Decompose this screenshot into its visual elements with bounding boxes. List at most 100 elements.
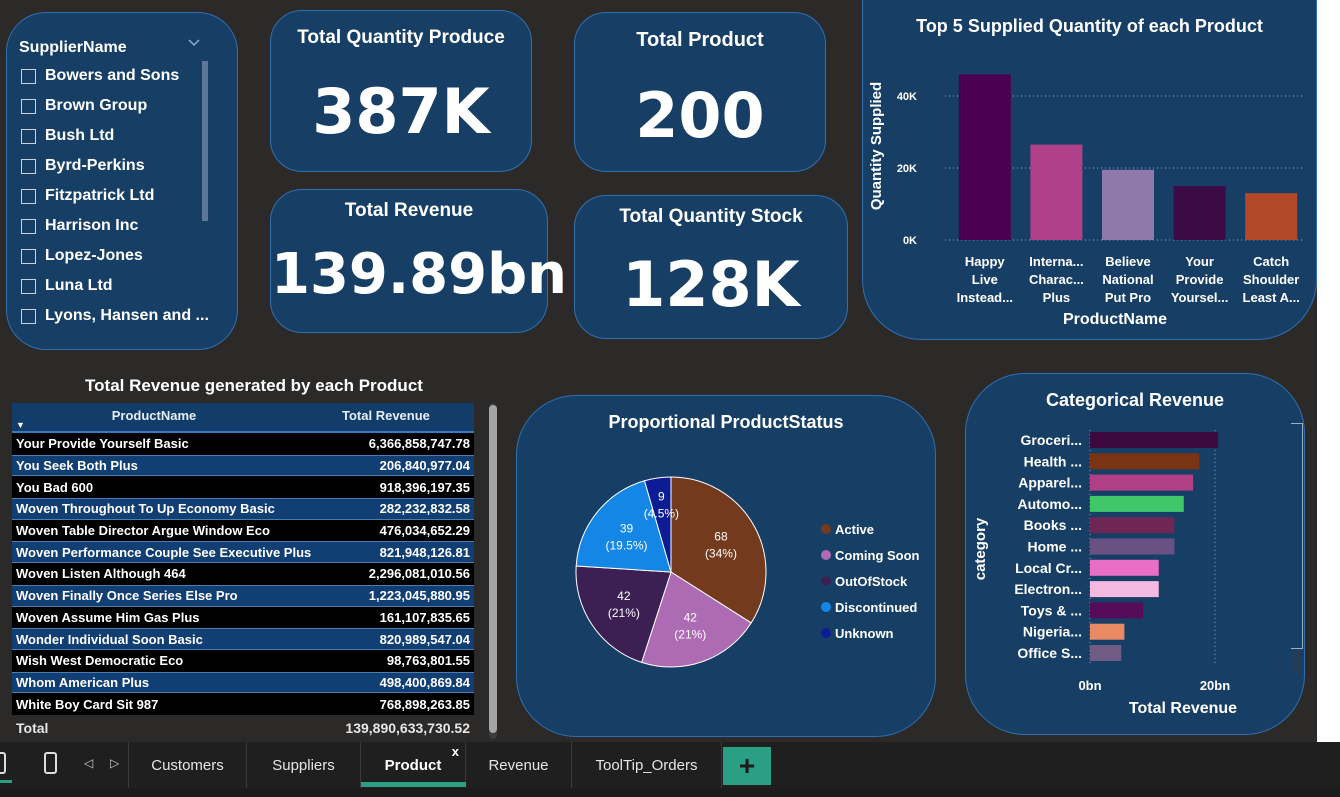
checkbox[interactable] (21, 128, 36, 144)
y-tick-label: Electron... (1014, 581, 1082, 597)
table-title: Total Revenue generated by each Product (85, 376, 423, 395)
table-row[interactable]: Woven Performance Couple See Executive P… (12, 541, 474, 564)
kpi-title: Total Product (636, 29, 764, 51)
revenue-cell: 918,396,197.35 (379, 479, 470, 495)
next-page-icon[interactable]: ▷ (110, 756, 120, 770)
y-tick-label: Groceri... (1021, 432, 1082, 448)
table-header[interactable]: ProductName Total Revenue ▼ (12, 403, 474, 433)
tab-customers[interactable]: Customers (129, 742, 247, 788)
checkbox[interactable] (21, 98, 36, 114)
table-row[interactable]: You Bad 600 918,396,197.35 (12, 476, 474, 499)
product-name-cell: Woven Performance Couple See Executive P… (16, 544, 312, 560)
total-value: 139,890,633,730.52 (345, 720, 470, 736)
tab-product[interactable]: Product x (361, 742, 466, 788)
page-tab-bar: ◁ ▷ Customers Suppliers Product x Revenu… (0, 742, 1340, 788)
checkbox[interactable] (21, 218, 36, 234)
table-row[interactable]: Your Provide Yourself Basic 6,366,858,747… (12, 433, 474, 455)
table-row[interactable]: Wonder Individual Soon Basic 820,989,547.… (12, 628, 474, 650)
mobile-view-icon[interactable] (44, 752, 57, 774)
tab-revenue[interactable]: Revenue (466, 742, 572, 788)
product-name-cell: Woven Finally Once Series Else Pro (16, 588, 238, 604)
tab-suppliers[interactable]: Suppliers (247, 742, 361, 788)
categorical-scrollbar[interactable] (1291, 423, 1303, 649)
bar (1090, 495, 1184, 512)
table-row[interactable]: Woven Listen Although 464 2,296,081,010.5… (12, 563, 474, 585)
desktop-view-underline (0, 780, 12, 783)
table-row[interactable]: Woven Assume Him Gas Plus 161,107,835.65 (12, 606, 474, 629)
total-label: Total (16, 720, 49, 736)
x-tick-label: 20bn (1200, 678, 1230, 693)
revenue-table[interactable]: ProductName Total Revenue ▼ Your Provide… (12, 403, 474, 715)
revenue-cell: 6,366,858,747.78 (368, 436, 470, 452)
desktop-view-icon[interactable] (0, 752, 6, 774)
top5-supplied-chart[interactable]: Top 5 Supplied Quantity of each Product … (862, 0, 1317, 340)
x-tick-label: Instead... (957, 290, 1013, 305)
column-header-total-revenue[interactable]: Total Revenue (342, 408, 430, 423)
slicer-item[interactable]: Harrison Inc (21, 215, 138, 237)
checkbox[interactable] (21, 278, 36, 294)
checkbox[interactable] (21, 158, 36, 174)
x-tick-label: Plus (1043, 290, 1070, 305)
y-tick-label: Health ... (1024, 453, 1082, 469)
pie-slice (641, 571, 752, 668)
x-tick-label: Believe (1105, 254, 1151, 269)
pie-slice (575, 480, 672, 573)
kpi-total-product: Total Product 200 (574, 12, 826, 172)
checkbox[interactable] (21, 308, 36, 324)
slicer-item[interactable]: Bowers and Sons (21, 65, 179, 87)
bar (1102, 169, 1154, 240)
close-icon[interactable]: x (451, 744, 459, 759)
product-status-pie-card[interactable]: Proportional ProductStatus 68 (34%) 42 (21%… (516, 395, 936, 737)
revenue-cell: 282,232,832.58 (379, 501, 470, 517)
table-row[interactable]: You Seek Both Plus 206,840,977.04 (12, 454, 474, 477)
slicer-item[interactable]: Lopez-Jones (21, 245, 143, 267)
bar (1090, 581, 1159, 598)
table-row[interactable]: White Boy Card Sit 987 768,898,263.85 (12, 693, 474, 715)
prev-page-icon[interactable]: ◁ (84, 756, 94, 770)
table-row[interactable]: Wish West Democratic Eco 98,763,801.55 (12, 649, 474, 672)
legend-label: Unknown (835, 626, 894, 641)
product-name-cell: White Boy Card Sit 987 (16, 696, 159, 712)
slicer-item-label: Luna Ltd (45, 277, 113, 294)
chevron-down-icon[interactable] (187, 35, 201, 51)
slice-label: 42 (684, 611, 698, 625)
slicer-item[interactable]: Bush Ltd (21, 125, 114, 147)
table-row[interactable]: Woven Finally Once Series Else Pro 1,223,… (12, 584, 474, 607)
right-edge-strip (1317, 0, 1340, 742)
categorical-revenue-card[interactable]: Categorical Revenue 0bn 20bn Groceri... Hea… (965, 373, 1305, 735)
slicer-item[interactable]: Brown Group (21, 95, 147, 117)
product-name-cell: Your Provide Yourself Basic (16, 436, 189, 452)
supplier-slicer[interactable]: SupplierName Bowers and Sons Brown Group B… (6, 12, 238, 350)
legend-dot (821, 550, 831, 560)
table-row[interactable]: Woven Throughout To Up Economy Basic 282,… (12, 498, 474, 520)
categorical-scrollbar-thumb[interactable] (1293, 651, 1301, 673)
slice-label: (19.5%) (605, 538, 647, 552)
slicer-item[interactable]: Luna Ltd (21, 275, 113, 297)
slicer-item[interactable]: Byrd-Perkins (21, 155, 145, 177)
add-page-button[interactable]: + (723, 747, 771, 785)
kpi-total-quantity-stock: Total Quantity Stock 128K (574, 195, 848, 339)
slicer-item-label: Lopez-Jones (45, 247, 143, 264)
slicer-item[interactable]: Lyons, Hansen and ... (21, 305, 209, 327)
column-header-productname[interactable]: ProductName (111, 408, 197, 423)
table-scroll-thumb[interactable] (489, 405, 497, 733)
checkbox[interactable] (21, 188, 36, 204)
y-tick-label: 20K (897, 163, 917, 175)
tab-tooltip-orders[interactable]: ToolTip_Orders (572, 742, 722, 788)
table-row[interactable]: Woven Table Director Argue Window Eco 476… (12, 519, 474, 542)
table-scrollbar[interactable] (489, 403, 497, 739)
bar (1173, 186, 1226, 240)
checkbox[interactable] (21, 248, 36, 264)
revenue-cell: 821,948,126.81 (379, 544, 470, 560)
slicer-scrollbar[interactable] (202, 61, 208, 221)
kpi-value: 387K (312, 75, 490, 148)
checkbox[interactable] (21, 68, 36, 84)
slicer-title: SupplierName (19, 39, 127, 56)
legend-dot (821, 524, 831, 534)
product-name-cell: You Bad 600 (16, 479, 94, 495)
table-row[interactable]: Whom American Plus 498,400,869.84 (12, 671, 474, 694)
slicer-item[interactable]: Fitzpatrick Ltd (21, 185, 154, 207)
bar (1090, 645, 1122, 661)
sort-desc-icon[interactable]: ▼ (16, 420, 25, 430)
product-name-cell: You Seek Both Plus (16, 458, 138, 474)
